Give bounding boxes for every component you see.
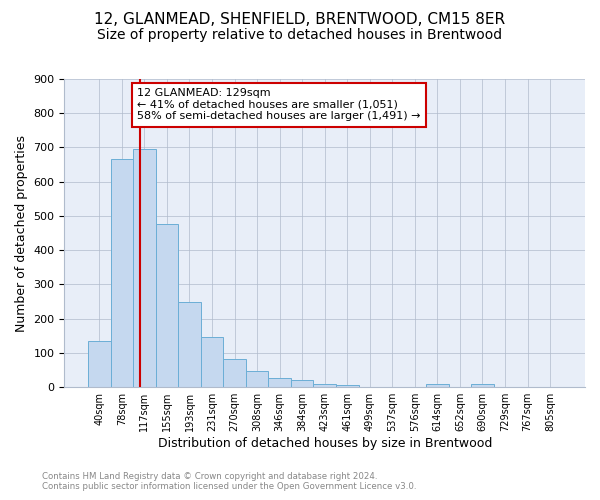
Text: 12 GLANMEAD: 129sqm
← 41% of detached houses are smaller (1,051)
58% of semi-det: 12 GLANMEAD: 129sqm ← 41% of detached ho… [137,88,421,122]
Bar [223,359,246,387]
Text: 12, GLANMEAD, SHENFIELD, BRENTWOOD, CM15 8ER: 12, GLANMEAD, SHENFIELD, BRENTWOOD, CM15… [94,12,506,28]
Bar [88,341,110,387]
Text: Size of property relative to detached houses in Brentwood: Size of property relative to detached ho… [97,28,503,42]
Bar [313,384,336,387]
Bar [471,384,494,387]
X-axis label: Distribution of detached houses by size in Brentwood: Distribution of detached houses by size … [158,437,492,450]
Bar [178,302,201,387]
Y-axis label: Number of detached properties: Number of detached properties [15,134,28,332]
Bar [336,385,359,387]
Bar [246,371,268,387]
Bar [291,380,313,387]
Bar [268,378,291,387]
Bar [133,149,155,387]
Bar [426,384,449,387]
Bar [110,160,133,387]
Text: Contains public sector information licensed under the Open Government Licence v3: Contains public sector information licen… [42,482,416,491]
Bar [201,336,223,387]
Text: Contains HM Land Registry data © Crown copyright and database right 2024.: Contains HM Land Registry data © Crown c… [42,472,377,481]
Bar [155,224,178,387]
